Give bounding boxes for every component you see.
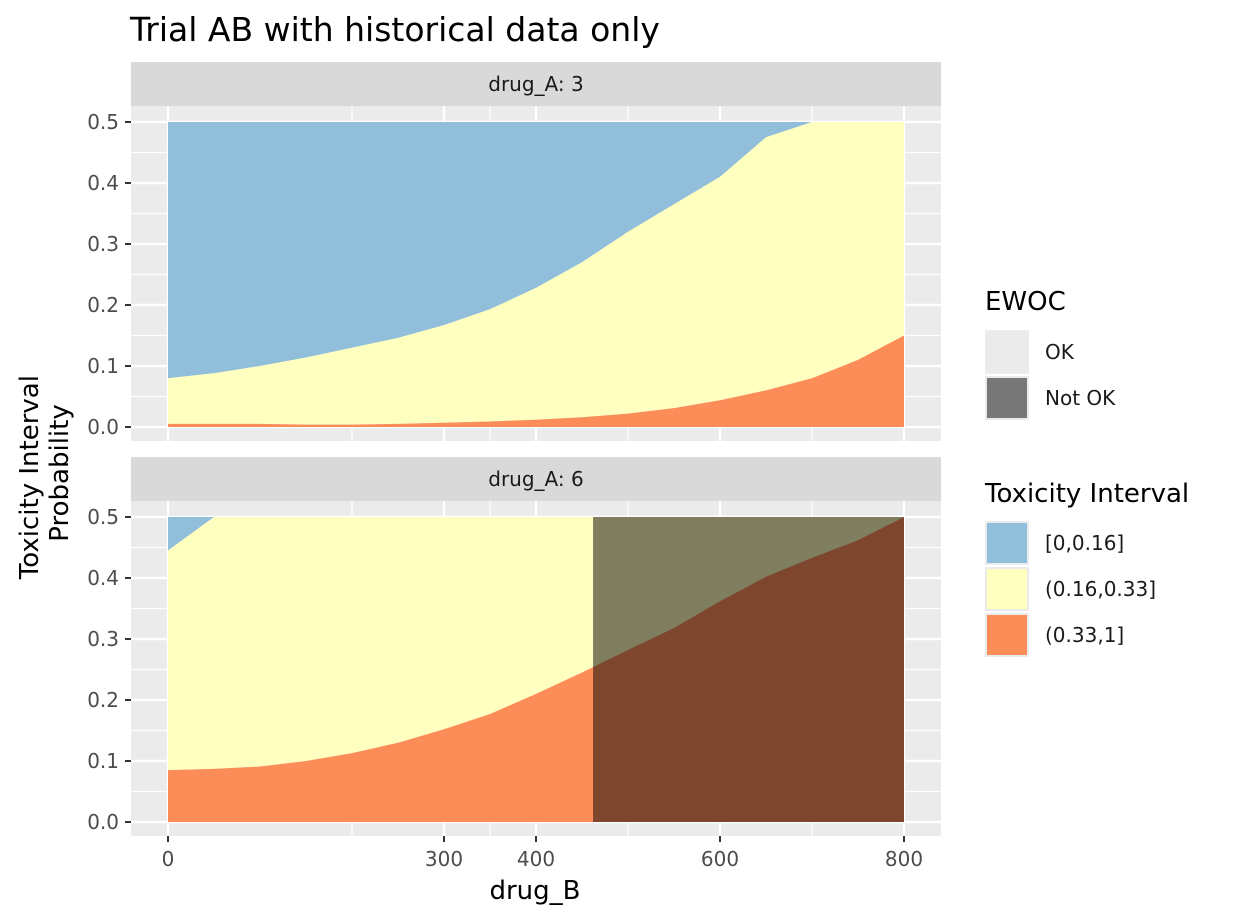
area-low-toxicity	[168, 122, 904, 379]
y-tick-label: 0.0	[87, 810, 119, 834]
y-axis-label: Toxicity Interval Probability	[15, 367, 75, 580]
ewoc-not-ok-overlay	[593, 517, 904, 822]
legend-item-label: [0,0.16]	[1045, 531, 1124, 555]
x-axis-label: drug_B	[489, 876, 580, 906]
legends: EWOC OK Not OK Toxicity Interval [0,0.16] (0.…	[984, 287, 1189, 657]
x-tick-label: 400	[517, 847, 555, 871]
facet-panel: drug_A: 6 0.0 0.1 0.2 0.3 0.4 0.5	[87, 457, 941, 836]
facet-strip	[131, 457, 941, 501]
x-tick-label: 300	[425, 847, 463, 871]
facet-panels: drug_A: 3 0.0 0.1 0.2 0.3 0.4 0.5 drug_A: 6 0.0 0…	[87, 62, 941, 871]
y-tick-label: 0.2	[87, 293, 119, 317]
x-tick-label: 600	[701, 847, 739, 871]
legend-item-label: (0.16,0.33]	[1045, 577, 1156, 601]
legend: EWOC OK Not OK	[985, 287, 1116, 420]
facet-strip-label: drug_A: 3	[488, 72, 583, 96]
legend-key-swatch	[987, 615, 1027, 655]
legend-key-swatch	[987, 569, 1027, 609]
y-tick-label: 0.5	[87, 505, 119, 529]
facet-strip-label: drug_A: 6	[488, 467, 583, 491]
y-tick-label: 0.1	[87, 749, 119, 773]
legend-item-label: OK	[1045, 340, 1075, 364]
legend-item-label: Not OK	[1045, 386, 1116, 410]
y-tick-label: 0.4	[87, 171, 119, 195]
chart-title: Trial AB with historical data only	[129, 10, 660, 49]
facet-strip	[131, 62, 941, 106]
legend-key-swatch	[987, 523, 1027, 563]
legend: Toxicity Interval [0,0.16] (0.16,0.33] (0.3…	[984, 479, 1189, 657]
y-axis-label-line-1: Toxicity Interval	[15, 375, 45, 580]
legend-title: Toxicity Interval	[984, 479, 1189, 509]
y-tick-label: 0.4	[87, 566, 119, 590]
area-mid-toxicity	[168, 122, 904, 425]
y-tick-label: 0.2	[87, 688, 119, 712]
y-tick-label: 0.5	[87, 110, 119, 134]
legend-item-label: (0.33,1]	[1045, 623, 1124, 647]
y-tick-label: 0.3	[87, 232, 119, 256]
legend-key-swatch	[987, 332, 1027, 372]
legend-key-swatch	[987, 378, 1027, 418]
y-tick-label: 0.3	[87, 627, 119, 651]
legend-title: EWOC	[985, 287, 1066, 317]
x-tick-label: 800	[885, 847, 923, 871]
y-axis-label-line-2: Probability	[45, 404, 75, 541]
y-tick-label: 0.0	[87, 415, 119, 439]
y-tick-label: 0.1	[87, 354, 119, 378]
area-high-toxicity	[168, 335, 904, 427]
x-tick-label: 0	[162, 847, 175, 871]
facet-panel: drug_A: 3 0.0 0.1 0.2 0.3 0.4 0.5	[87, 62, 941, 441]
